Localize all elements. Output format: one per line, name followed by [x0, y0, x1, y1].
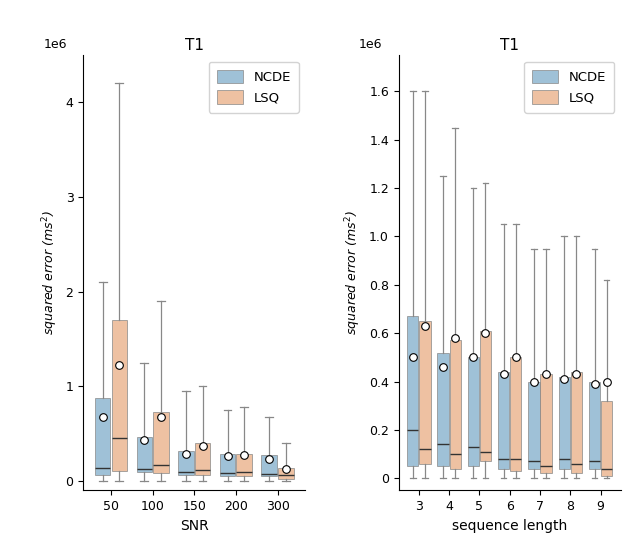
Text: 1e6: 1e6	[358, 38, 382, 51]
Legend: NCDE, LSQ: NCDE, LSQ	[209, 62, 299, 112]
PathPatch shape	[498, 372, 509, 468]
Y-axis label: squared error ($ms^2$): squared error ($ms^2$)	[344, 210, 364, 336]
PathPatch shape	[468, 358, 479, 466]
Legend: NCDE, LSQ: NCDE, LSQ	[524, 62, 614, 112]
PathPatch shape	[559, 377, 570, 468]
PathPatch shape	[449, 341, 461, 468]
PathPatch shape	[195, 443, 211, 476]
PathPatch shape	[540, 374, 552, 473]
Title: T1: T1	[185, 37, 204, 52]
PathPatch shape	[136, 437, 152, 472]
Y-axis label: squared error ($ms^2$): squared error ($ms^2$)	[40, 210, 60, 336]
Text: 1e6: 1e6	[44, 38, 67, 51]
PathPatch shape	[237, 455, 252, 476]
PathPatch shape	[480, 331, 491, 461]
PathPatch shape	[589, 381, 600, 468]
PathPatch shape	[571, 372, 582, 473]
X-axis label: SNR: SNR	[180, 518, 209, 533]
PathPatch shape	[407, 316, 419, 466]
PathPatch shape	[510, 358, 522, 471]
PathPatch shape	[262, 455, 277, 476]
PathPatch shape	[437, 353, 449, 466]
PathPatch shape	[528, 381, 540, 468]
PathPatch shape	[95, 398, 111, 476]
X-axis label: sequence length: sequence length	[452, 518, 567, 533]
PathPatch shape	[153, 412, 169, 473]
PathPatch shape	[111, 320, 127, 472]
PathPatch shape	[601, 401, 612, 476]
PathPatch shape	[178, 451, 194, 476]
PathPatch shape	[278, 468, 294, 479]
PathPatch shape	[419, 321, 431, 464]
Title: T1: T1	[500, 37, 519, 52]
PathPatch shape	[220, 455, 236, 476]
